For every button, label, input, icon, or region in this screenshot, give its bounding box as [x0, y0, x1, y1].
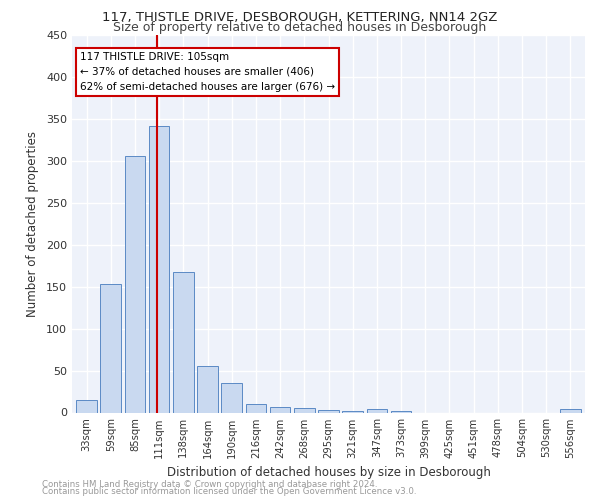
Text: 117 THISTLE DRIVE: 105sqm
← 37% of detached houses are smaller (406)
62% of semi: 117 THISTLE DRIVE: 105sqm ← 37% of detac…: [80, 52, 335, 92]
Bar: [197, 366, 218, 412]
Text: Contains public sector information licensed under the Open Government Licence v3: Contains public sector information licen…: [42, 487, 416, 496]
Bar: [270, 406, 290, 412]
Bar: [76, 400, 97, 412]
Bar: [294, 408, 314, 412]
Y-axis label: Number of detached properties: Number of detached properties: [26, 130, 39, 317]
Bar: [221, 383, 242, 412]
Text: Contains HM Land Registry data © Crown copyright and database right 2024.: Contains HM Land Registry data © Crown c…: [42, 480, 377, 489]
Bar: [367, 409, 387, 412]
Bar: [173, 272, 194, 412]
Text: 117, THISTLE DRIVE, DESBOROUGH, KETTERING, NN14 2GZ: 117, THISTLE DRIVE, DESBOROUGH, KETTERIN…: [103, 11, 497, 24]
Bar: [245, 404, 266, 412]
Bar: [343, 411, 363, 412]
Bar: [391, 411, 412, 412]
X-axis label: Distribution of detached houses by size in Desborough: Distribution of detached houses by size …: [167, 466, 490, 479]
Bar: [560, 409, 581, 412]
Bar: [318, 410, 339, 412]
Bar: [125, 156, 145, 412]
Bar: [149, 126, 169, 412]
Text: Size of property relative to detached houses in Desborough: Size of property relative to detached ho…: [113, 21, 487, 34]
Bar: [100, 284, 121, 412]
